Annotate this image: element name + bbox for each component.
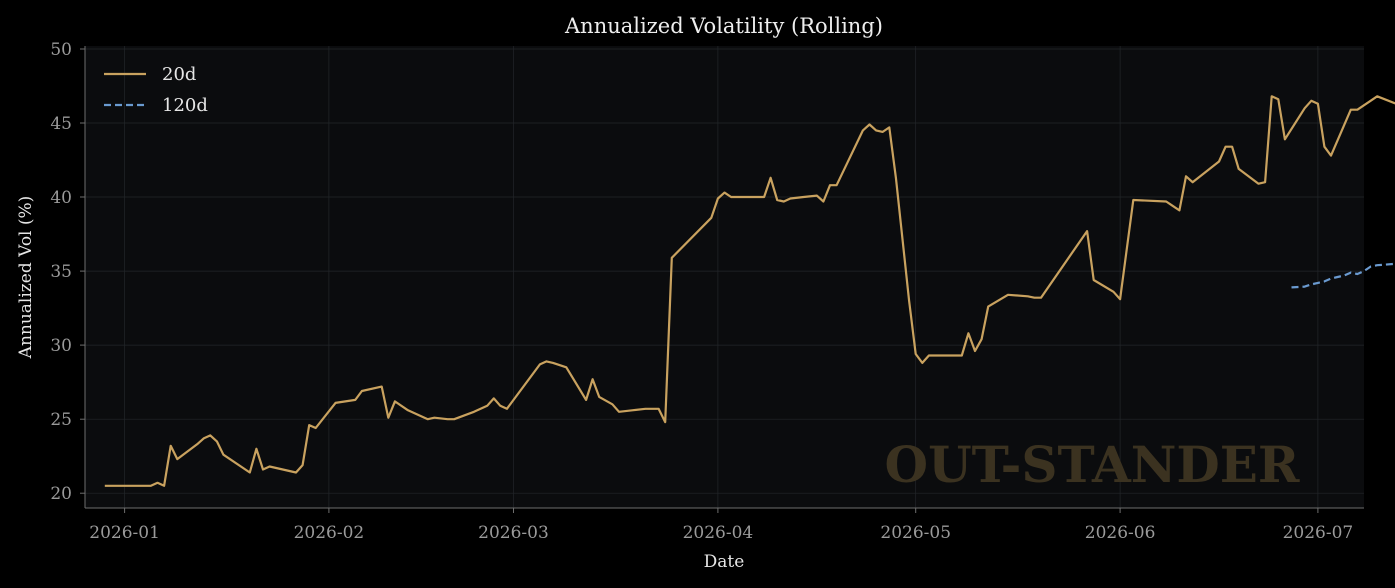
- y-axis-ticks: 20 25 30 35 40 45 50: [50, 40, 85, 504]
- chart-title: Annualized Volatility (Rolling): [564, 14, 883, 38]
- series-lines: [104, 95, 1395, 487]
- x-tick-label: 2026-05: [880, 523, 951, 543]
- series-line-20d: [104, 95, 1395, 487]
- legend-label-120d: 120d: [162, 95, 208, 116]
- y-tick-label: 35: [50, 262, 72, 282]
- legend: 20d 120d: [104, 64, 208, 116]
- x-tick-label: 2026-07: [1283, 523, 1354, 543]
- x-tick-label: 2026-01: [89, 523, 160, 543]
- x-tick-label: 2026-02: [294, 523, 365, 543]
- y-tick-label: 40: [50, 188, 72, 208]
- y-tick-label: 20: [50, 484, 72, 504]
- x-axis-label: Date: [704, 552, 745, 572]
- grid: [85, 46, 1364, 508]
- x-axis-ticks: 2026-01 2026-02 2026-03 2026-04 2026-05 2026-…: [89, 508, 1353, 543]
- y-axis-label: Annualized Vol (%): [16, 196, 36, 360]
- x-tick-label: 2026-04: [683, 523, 754, 543]
- legend-label-20d: 20d: [162, 64, 196, 85]
- y-tick-label: 45: [50, 114, 72, 134]
- y-tick-label: 25: [50, 410, 72, 430]
- x-tick-label: 2026-06: [1085, 523, 1156, 543]
- watermark: OUT-STANDER: [885, 435, 1300, 494]
- x-tick-label: 2026-03: [478, 523, 549, 543]
- y-tick-label: 30: [50, 336, 72, 356]
- series-line-120d: [1291, 262, 1395, 289]
- y-tick-label: 50: [50, 40, 72, 60]
